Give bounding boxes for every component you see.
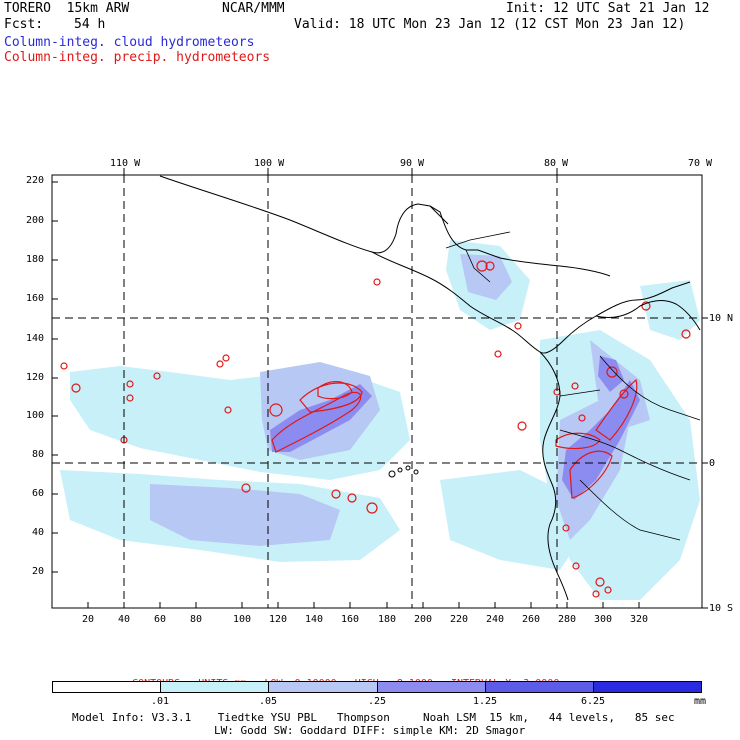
model-info: Model Info: V3.3.1 Tiedtke YSU PBL Thomp… xyxy=(72,711,675,724)
lat-label-10n: 10 N xyxy=(709,313,734,324)
x-tick-200: 200 xyxy=(414,614,433,625)
forecast-hours: 54 h xyxy=(74,17,106,32)
y-tick-160: 160 xyxy=(26,293,45,304)
precip-field-label: Column-integ. precip. hydrometeors xyxy=(4,50,271,65)
color-bar-label: .01 xyxy=(150,696,170,707)
x-tick-280: 280 xyxy=(558,614,577,625)
x-tick-140: 140 xyxy=(305,614,324,625)
x-tick-160: 160 xyxy=(341,614,360,625)
lon-label-70w: 70 W xyxy=(688,158,713,169)
model-physics: LW: Godd SW: Goddard DIFF: simple KM: 2D… xyxy=(214,724,526,737)
color-bar xyxy=(52,681,702,693)
x-tick-300: 300 xyxy=(594,614,613,625)
lat-label-10s: 10 S xyxy=(709,603,734,614)
y-tick-200: 200 xyxy=(26,215,45,226)
y-tick-220: 220 xyxy=(26,175,45,186)
y-tick-80: 80 xyxy=(32,449,45,460)
valid-time: Valid: 18 UTC Mon 23 Jan 12 (12 CST Mon … xyxy=(294,17,686,32)
x-tick-320: 320 xyxy=(630,614,649,625)
color-bar-unit: mm xyxy=(693,696,707,707)
y-tick-100: 100 xyxy=(26,410,45,421)
color-bar-segment xyxy=(160,682,269,692)
cloud-field-label: Column-integ. cloud hydrometeors xyxy=(4,35,255,50)
color-bar-label: .05 xyxy=(258,696,278,707)
x-tick-80: 80 xyxy=(190,614,203,625)
y-tick-180: 180 xyxy=(26,254,45,265)
x-tick-180: 180 xyxy=(378,614,397,625)
cloud-shading-dark xyxy=(270,356,640,500)
lat-lon-grid xyxy=(52,175,702,608)
country-borders xyxy=(445,231,701,541)
lon-label-110w: 110 W xyxy=(110,158,141,169)
color-bar-label: 1.25 xyxy=(472,696,498,707)
y-tick-20: 20 xyxy=(32,566,45,577)
x-tick-240: 240 xyxy=(486,614,505,625)
color-bar-label: .25 xyxy=(367,696,387,707)
color-bar-segment xyxy=(376,682,485,692)
coastlines xyxy=(159,175,701,601)
x-tick-20: 20 xyxy=(82,614,95,625)
y-tick-60: 60 xyxy=(32,488,45,499)
y-tick-40: 40 xyxy=(32,527,45,538)
y-tick-120: 120 xyxy=(26,372,45,383)
lon-label-100w: 100 W xyxy=(254,158,285,169)
axis-ticks xyxy=(52,168,708,609)
color-bar-label: 6.25 xyxy=(580,696,606,707)
model-title: TORERO 15km ARW xyxy=(4,1,130,16)
x-tick-60: 60 xyxy=(154,614,167,625)
precip-contours xyxy=(60,260,691,598)
lat-label-0: 0 xyxy=(709,458,716,469)
x-tick-220: 220 xyxy=(450,614,469,625)
x-tick-100: 100 xyxy=(233,614,252,625)
map-frame xyxy=(51,174,703,609)
y-tick-140: 140 xyxy=(26,333,45,344)
color-bar-segment xyxy=(484,682,593,692)
lon-label-90w: 90 W xyxy=(400,158,425,169)
x-tick-120: 120 xyxy=(269,614,288,625)
x-tick-260: 260 xyxy=(522,614,541,625)
forecast-label: Fcst: xyxy=(4,17,44,32)
center-name: NCAR/MMM xyxy=(222,1,285,16)
x-tick-40: 40 xyxy=(118,614,131,625)
color-bar-segment xyxy=(268,682,377,692)
init-time: Init: 12 UTC Sat 21 Jan 12 xyxy=(506,1,710,16)
lon-label-80w: 80 W xyxy=(544,158,569,169)
color-bar-segment xyxy=(592,682,702,692)
color-bar-segment xyxy=(53,682,161,692)
